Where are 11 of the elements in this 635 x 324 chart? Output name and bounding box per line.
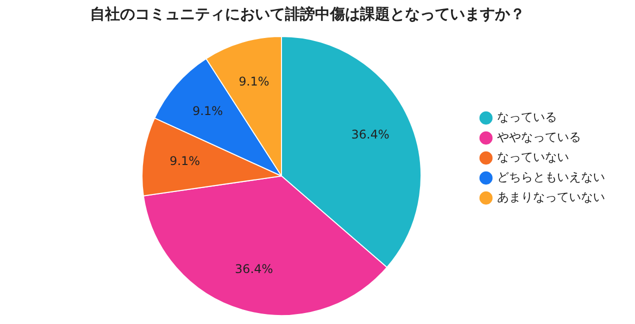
legend-label: なっている	[497, 110, 557, 124]
legend-label: ややなっている	[497, 130, 581, 144]
legend-label: どちらともいえない	[497, 170, 605, 184]
legend-label: なっていない	[497, 150, 569, 164]
chart-title: 自社のコミュニティにおいて誹謗中傷は課題となっていますか？	[90, 4, 525, 23]
data-label: 36.4%	[234, 262, 274, 276]
data-label: 9.1%	[170, 154, 200, 168]
data-label: 9.1%	[238, 74, 270, 88]
data-label: 9.1%	[192, 104, 223, 118]
data-label: 36.4%	[351, 128, 390, 142]
legend-label: あまりなっていない	[497, 190, 605, 204]
